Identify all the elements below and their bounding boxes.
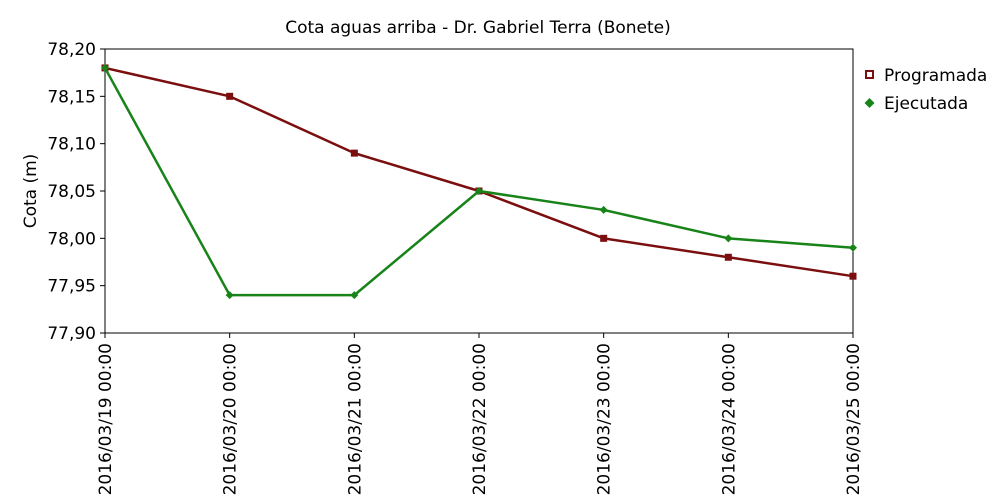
x-tick-label: 2016/03/21 00:00 bbox=[345, 343, 365, 495]
data-point bbox=[849, 272, 857, 280]
legend-label: Ejecutada bbox=[884, 94, 968, 114]
series-programada bbox=[101, 64, 857, 280]
x-tick-label: 2016/03/23 00:00 bbox=[595, 343, 615, 495]
data-point bbox=[724, 234, 733, 243]
data-point bbox=[225, 291, 234, 300]
y-tick-label: 78,05 bbox=[47, 182, 96, 202]
y-tick-label: 78,20 bbox=[47, 40, 96, 60]
x-ticks: 2016/03/19 00:00 2016/03/20 00:00 2016/03/… bbox=[96, 333, 864, 495]
data-point bbox=[101, 63, 109, 72]
legend-marker-icon bbox=[864, 98, 875, 108]
x-tick-label: 2016/03/25 00:00 bbox=[844, 343, 864, 495]
legend-label: Programada bbox=[884, 66, 987, 86]
data-point bbox=[724, 253, 732, 261]
y-ticks: 78,20 78,15 78,10 78,05 78,00 77,95 77,90 bbox=[47, 40, 105, 344]
series-line bbox=[103, 67, 854, 297]
data-point bbox=[350, 149, 358, 157]
data-point bbox=[599, 205, 608, 214]
y-tick-label: 77,90 bbox=[47, 324, 96, 344]
series-layer bbox=[101, 63, 857, 300]
chart-title: Cota aguas arriba - Dr. Gabriel Terra (B… bbox=[285, 18, 671, 38]
y-axis-label: Cota (m) bbox=[21, 154, 41, 229]
data-point bbox=[350, 291, 359, 300]
legend[interactable]: Programada Ejecutada bbox=[864, 66, 988, 114]
y-tick-label: 78,10 bbox=[47, 135, 96, 155]
y-tick-label: 78,00 bbox=[47, 229, 96, 249]
series-ejecutada bbox=[101, 63, 857, 300]
data-point bbox=[600, 234, 608, 242]
x-tick-label: 2016/03/22 00:00 bbox=[470, 343, 490, 495]
legend-item-ejecutada[interactable]: Ejecutada bbox=[864, 94, 969, 114]
x-tick-label: 2016/03/20 00:00 bbox=[221, 343, 241, 495]
data-point bbox=[226, 92, 234, 100]
x-tick-label: 2016/03/24 00:00 bbox=[719, 343, 739, 495]
legend-item-programada[interactable]: Programada bbox=[865, 66, 987, 86]
legend-marker-icon bbox=[865, 70, 874, 79]
data-point bbox=[475, 187, 483, 195]
data-point bbox=[849, 243, 857, 252]
y-tick-label: 78,15 bbox=[47, 87, 96, 107]
series-line bbox=[104, 66, 854, 278]
y-tick-label: 77,95 bbox=[47, 277, 96, 297]
x-tick-label: 2016/03/19 00:00 bbox=[96, 343, 116, 495]
